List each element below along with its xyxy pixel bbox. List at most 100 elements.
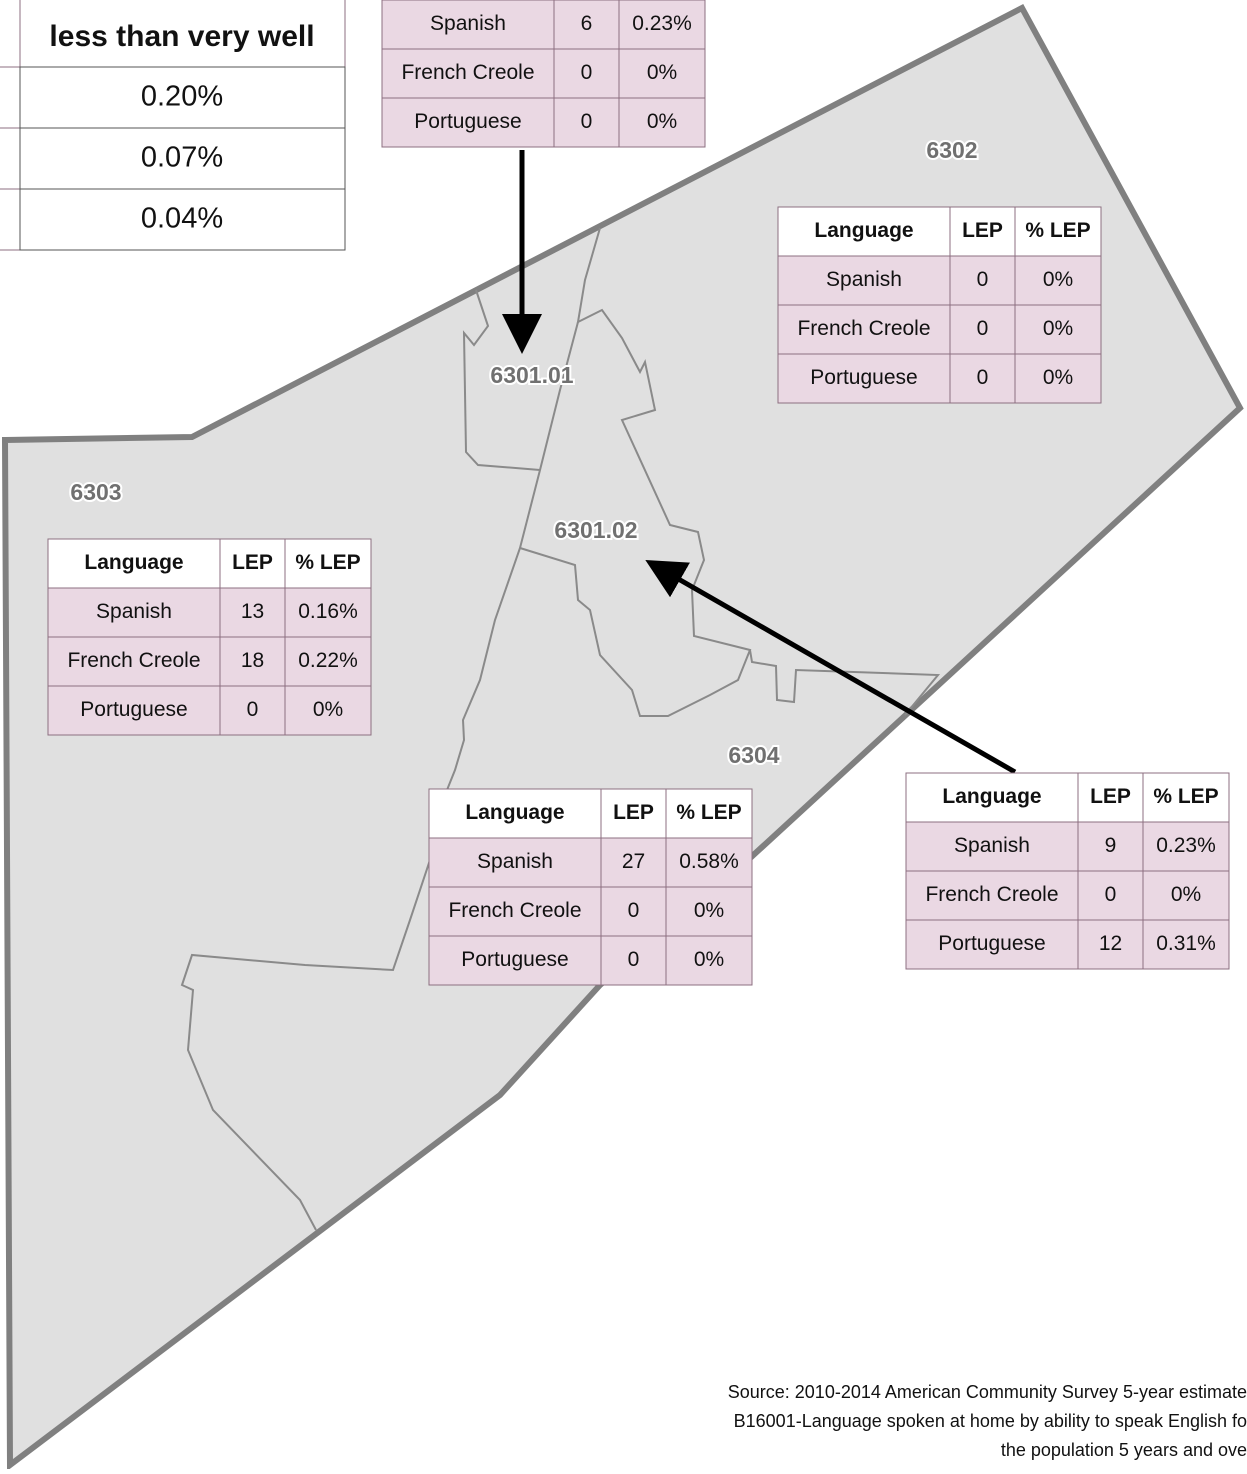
- tract-label: 6301.02: [554, 517, 637, 543]
- table-cell: [618, 48, 706, 99]
- table-cell: [19, 188, 346, 251]
- cell-text: % LEP: [676, 801, 741, 824]
- cell-text: 0: [581, 110, 593, 133]
- table-cell: [219, 685, 286, 736]
- cell-text: 0: [247, 698, 259, 721]
- cell-text: Spanish: [430, 12, 506, 35]
- cell-text: Portuguese: [810, 366, 917, 389]
- source-note: B16001-Language spoken at home by abilit…: [734, 1411, 1247, 1431]
- table-cell: [0, 0, 21, 68]
- cell-text: 0%: [694, 899, 724, 922]
- table-cell: [665, 935, 753, 986]
- cell-text: 13: [241, 600, 264, 623]
- table-cell: [905, 821, 1079, 872]
- cell-text: Language: [84, 551, 183, 574]
- table-cell: [19, 0, 346, 68]
- cell-text: 0: [977, 366, 989, 389]
- cell-text: 0%: [1043, 317, 1073, 340]
- table-cell: [905, 919, 1079, 970]
- cell-text: 0: [977, 317, 989, 340]
- table-cell: [1142, 772, 1230, 823]
- table-cell: [553, 97, 620, 148]
- cell-text: 0: [977, 268, 989, 291]
- cell-text: Portuguese: [414, 110, 521, 133]
- cell-text: LEP: [1090, 785, 1131, 808]
- table-cell: [284, 636, 372, 687]
- table-cell: [1142, 870, 1230, 921]
- cell-text: 0.23%: [1156, 834, 1216, 857]
- cell-text: 18: [241, 649, 264, 672]
- table-cell: [1077, 772, 1144, 823]
- cell-text: French Creole: [925, 883, 1058, 906]
- cell-text: 6: [581, 12, 593, 35]
- table-cell: [284, 685, 372, 736]
- table-cell: [665, 886, 753, 937]
- cell-text: 0.31%: [1156, 932, 1216, 955]
- cell-text: French Creole: [797, 317, 930, 340]
- cell-text: Spanish: [826, 268, 902, 291]
- table-cell: [219, 538, 286, 589]
- table-cell: [428, 886, 602, 937]
- cell-text: Spanish: [954, 834, 1030, 857]
- cell-text: 0: [581, 61, 593, 84]
- cell-text: Spanish: [477, 850, 553, 873]
- tract-boundaries: [180, 227, 941, 1231]
- cell-text: 12: [1099, 932, 1122, 955]
- cell-text: Portuguese: [461, 948, 568, 971]
- cell-text: % LEP: [1025, 219, 1090, 242]
- table-cell: [949, 304, 1016, 355]
- table-cell: [1142, 919, 1230, 970]
- source-note: Source: 2010-2014 American Community Sur…: [728, 1382, 1247, 1402]
- cell-text: 0.16%: [298, 600, 358, 623]
- table-cell: [381, 97, 555, 148]
- cell-text: 0%: [1043, 268, 1073, 291]
- table-cell: [1142, 821, 1230, 872]
- cell-text: LEP: [613, 801, 654, 824]
- cell-text: 0.20%: [141, 81, 223, 113]
- cell-text: 27: [622, 850, 645, 873]
- cell-text: Language: [942, 785, 1041, 808]
- cell-text: Language: [814, 219, 913, 242]
- cell-text: % LEP: [1153, 785, 1218, 808]
- cell-text: Portuguese: [80, 698, 187, 721]
- cell-text: 0%: [313, 698, 343, 721]
- table-cell: [381, 0, 555, 50]
- table-cell: [1014, 353, 1102, 404]
- cell-text: 9: [1105, 834, 1117, 857]
- cell-text: French Creole: [448, 899, 581, 922]
- cell-text: 0.23%: [632, 12, 692, 35]
- table-cell: [19, 127, 346, 190]
- cell-text: Language: [465, 801, 564, 824]
- table-cell: [381, 48, 555, 99]
- table-cell: [1014, 255, 1102, 306]
- table-cell: [284, 538, 372, 589]
- table-cell: [618, 97, 706, 148]
- cell-text: Portuguese: [938, 932, 1045, 955]
- tract-label: 6302: [926, 137, 977, 163]
- cell-text: Spanish: [96, 600, 172, 623]
- cell-text: 0%: [1171, 883, 1201, 906]
- cell-text: 0%: [647, 61, 677, 84]
- table-cell: [219, 636, 286, 687]
- table-cell: [428, 837, 602, 888]
- table-cell: [665, 788, 753, 839]
- cell-text: LEP: [962, 219, 1003, 242]
- table-cell: [905, 772, 1079, 823]
- cell-text: 0.07%: [141, 142, 223, 174]
- cell-text: French Creole: [67, 649, 200, 672]
- tract-label: 6301.01: [490, 362, 573, 388]
- arrow: [645, 560, 1017, 775]
- table-cell: [600, 935, 667, 986]
- table-cell: [1077, 821, 1144, 872]
- table-cell: [19, 66, 346, 129]
- tract-label: 6304: [728, 742, 779, 768]
- table-cell: [428, 935, 602, 986]
- cell-text: 0: [628, 948, 640, 971]
- table-cell: [949, 255, 1016, 306]
- tract-label: 6303: [70, 479, 121, 505]
- cell-text: French Creole: [401, 61, 534, 84]
- cell-text: 0: [1105, 883, 1117, 906]
- table-cell: [0, 66, 21, 129]
- table-cell: [0, 127, 21, 190]
